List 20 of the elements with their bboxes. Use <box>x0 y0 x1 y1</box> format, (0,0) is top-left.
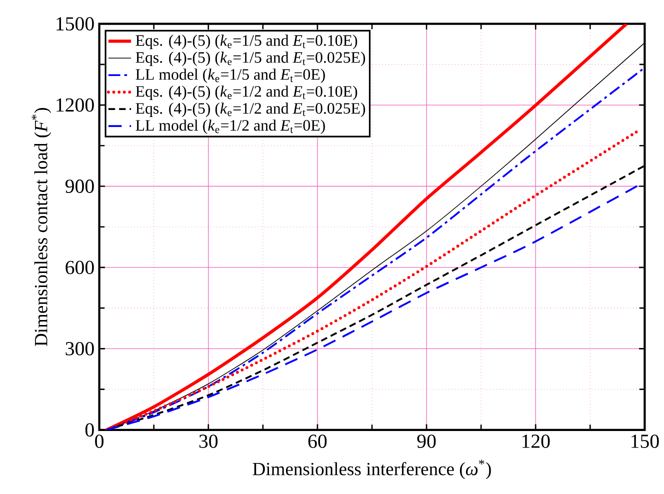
x-tick-label: 0 <box>95 434 104 448</box>
y-tick-label: 300 <box>66 342 94 356</box>
y-tick-label: 1500 <box>56 16 94 30</box>
x-tick-label: 120 <box>522 434 550 448</box>
x-tick-label: 90 <box>417 434 436 448</box>
x-axis-title: Dimensionless interference (ω$^{*}$) <box>252 460 491 479</box>
y-tick-label: 900 <box>65 179 94 193</box>
legend-label: Eqs. (4)-(5) (k$_{e}$=1/5 and E$_{t}$=0.10E) <box>136 34 358 49</box>
x-tick-label: 150 <box>632 434 659 448</box>
legend-label: LL model (k$_{e}$=1/5 and E$_{t}$=0E) <box>136 68 325 83</box>
legend-label: Eqs. (4)-(5) (k$_{e}$=1/5 and E$_{t}$=0.025E) <box>136 51 366 66</box>
legend-label: Eqs. (4)-(5) (k$_{e}$=1/2 and E$_{t}$=0.10E) <box>136 85 358 100</box>
y-tick-label: 0 <box>85 422 94 436</box>
x-tick-label: 30 <box>199 434 218 448</box>
y-tick-label: 600 <box>66 260 94 274</box>
legend-label: Eqs. (4)-(5) (k$_{e}$=1/2 and E$_{t}$=0.025E) <box>136 102 366 117</box>
y-axis-title: Dimensionless contact load (F$^{*}$) <box>32 108 52 346</box>
y-tick-label: 1200 <box>56 98 94 112</box>
legend-label: LL model (k$_{e}$=1/2 and E$_{t}$=0E) <box>136 119 325 134</box>
x-tick-label: 60 <box>308 434 327 448</box>
